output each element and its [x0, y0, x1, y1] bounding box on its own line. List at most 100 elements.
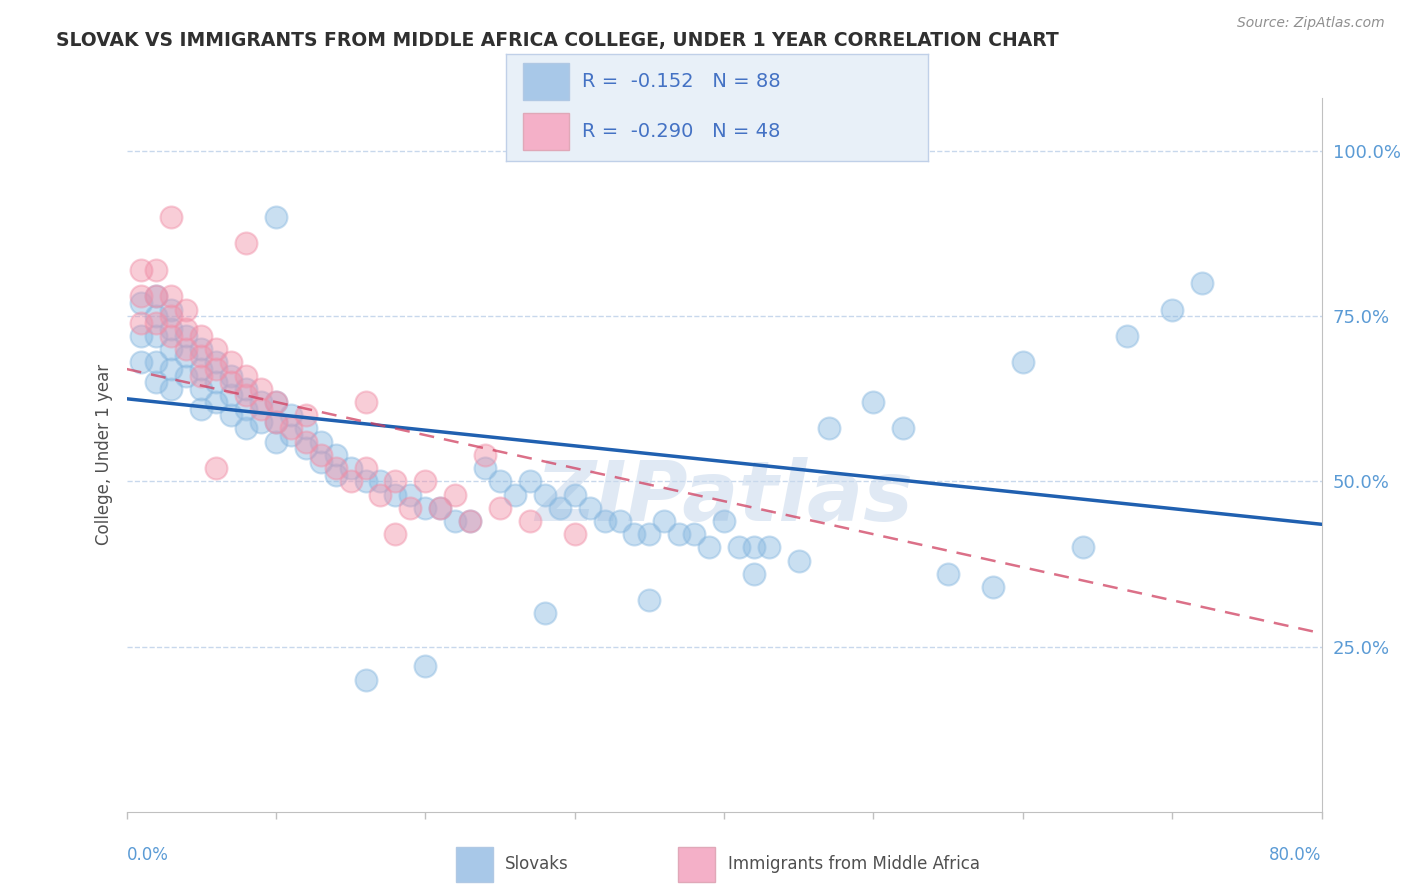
Point	[548, 500, 571, 515]
Point	[264, 395, 287, 409]
Point	[280, 421, 302, 435]
Point	[131, 289, 153, 303]
Point	[384, 487, 406, 501]
Point	[205, 355, 228, 369]
Point	[235, 382, 257, 396]
Point	[429, 500, 451, 515]
Point	[264, 415, 287, 429]
Point	[190, 349, 212, 363]
Point	[354, 461, 377, 475]
Point	[474, 448, 496, 462]
Point	[174, 302, 197, 317]
Point	[384, 475, 406, 489]
Point	[728, 541, 751, 555]
FancyBboxPatch shape	[456, 847, 492, 882]
Y-axis label: College, Under 1 year: College, Under 1 year	[94, 364, 112, 546]
Point	[354, 395, 377, 409]
Point	[564, 487, 586, 501]
Point	[503, 487, 526, 501]
Point	[519, 475, 541, 489]
Point	[205, 362, 228, 376]
Point	[250, 395, 273, 409]
Point	[415, 500, 437, 515]
Point	[325, 467, 347, 482]
Point	[294, 421, 316, 435]
Point	[264, 434, 287, 449]
Point	[205, 461, 228, 475]
Point	[145, 355, 167, 369]
Point	[294, 434, 316, 449]
Point	[190, 401, 212, 416]
Point	[160, 302, 183, 317]
Point	[145, 316, 167, 330]
Point	[1191, 276, 1213, 290]
Point	[160, 210, 183, 224]
Point	[205, 342, 228, 356]
Point	[131, 355, 153, 369]
Point	[534, 487, 557, 501]
Point	[131, 329, 153, 343]
Point	[235, 421, 257, 435]
Point	[190, 362, 212, 376]
Point	[370, 487, 392, 501]
Point	[235, 368, 257, 383]
Point	[758, 541, 780, 555]
Point	[638, 527, 661, 541]
Point	[250, 401, 273, 416]
Point	[219, 388, 242, 402]
Point	[174, 349, 197, 363]
Point	[160, 309, 183, 323]
Point	[174, 329, 197, 343]
Point	[145, 329, 167, 343]
Point	[817, 421, 839, 435]
Point	[444, 487, 467, 501]
Point	[190, 382, 212, 396]
Point	[160, 382, 183, 396]
Point	[1161, 302, 1184, 317]
FancyBboxPatch shape	[523, 113, 569, 150]
Point	[564, 527, 586, 541]
Point	[489, 500, 512, 515]
Point	[862, 395, 884, 409]
Text: R =  -0.152   N = 88: R = -0.152 N = 88	[582, 72, 780, 91]
Text: Slovaks: Slovaks	[505, 855, 569, 873]
Point	[415, 659, 437, 673]
Point	[219, 355, 242, 369]
Point	[309, 454, 332, 468]
Point	[742, 566, 765, 581]
Point	[354, 475, 377, 489]
Point	[160, 329, 183, 343]
Point	[131, 296, 153, 310]
Point	[713, 514, 735, 528]
Point	[294, 409, 316, 423]
Point	[609, 514, 631, 528]
Point	[593, 514, 616, 528]
Point	[787, 554, 810, 568]
Point	[160, 289, 183, 303]
Point	[489, 475, 512, 489]
Point	[264, 395, 287, 409]
Point	[1071, 541, 1094, 555]
Point	[981, 580, 1004, 594]
Text: R =  -0.290   N = 48: R = -0.290 N = 48	[582, 122, 780, 141]
Point	[652, 514, 675, 528]
Point	[174, 342, 197, 356]
Text: Source: ZipAtlas.com: Source: ZipAtlas.com	[1237, 16, 1385, 30]
Point	[354, 673, 377, 687]
Point	[697, 541, 720, 555]
Point	[309, 434, 332, 449]
Point	[742, 541, 765, 555]
Text: Immigrants from Middle Africa: Immigrants from Middle Africa	[728, 855, 980, 873]
Point	[145, 289, 167, 303]
Point	[219, 368, 242, 383]
Point	[339, 475, 361, 489]
Point	[399, 500, 422, 515]
Point	[578, 500, 600, 515]
Point	[174, 322, 197, 336]
Point	[145, 376, 167, 390]
Point	[264, 415, 287, 429]
Point	[384, 527, 406, 541]
Point	[131, 316, 153, 330]
Point	[250, 415, 273, 429]
Text: 0.0%: 0.0%	[127, 846, 169, 864]
